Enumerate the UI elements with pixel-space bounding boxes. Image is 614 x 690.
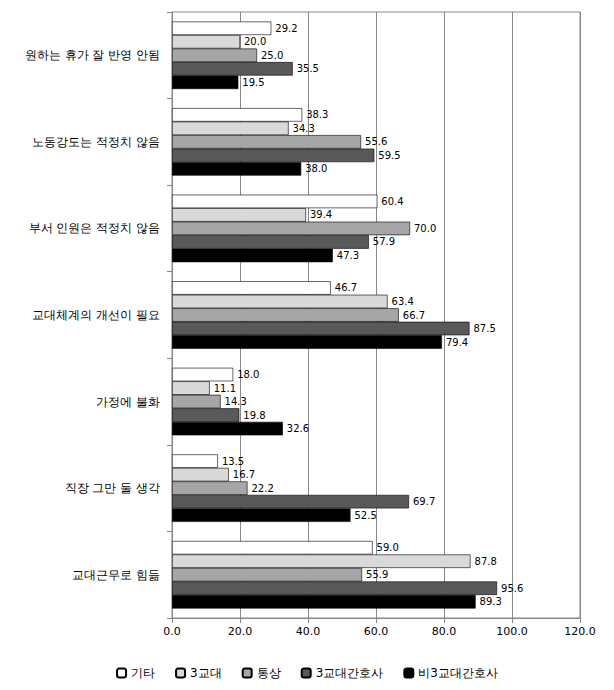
svg-text:부서 인원은 적정치 않음: 부서 인원은 적정치 않음 [29,221,160,235]
svg-text:59.5: 59.5 [378,150,400,161]
svg-text:노동강도는 적정치 않음: 노동강도는 적정치 않음 [32,135,160,149]
svg-text:39.4: 39.4 [310,209,332,220]
svg-text:95.6: 95.6 [501,583,523,594]
svg-text:100.0: 100.0 [496,625,528,638]
svg-text:18.0: 18.0 [237,369,259,380]
svg-text:직장 그만 둘 생각: 직장 그만 둘 생각 [65,481,160,495]
svg-text:25.0: 25.0 [261,50,283,61]
svg-text:87.8: 87.8 [475,556,497,567]
svg-text:35.5: 35.5 [297,63,319,74]
svg-text:22.2: 22.2 [251,483,273,494]
svg-text:19.8: 19.8 [243,410,265,421]
svg-text:40.0: 40.0 [296,625,321,638]
svg-text:55.9: 55.9 [366,569,388,580]
svg-text:20.0: 20.0 [228,625,253,638]
svg-text:89.3: 89.3 [480,596,502,607]
svg-text:3교대: 3교대 [190,666,222,680]
svg-text:80.0: 80.0 [432,625,457,638]
svg-text:0.0: 0.0 [163,625,181,638]
svg-text:38.0: 38.0 [305,163,327,174]
svg-text:원하는 휴가 잘 반영 안됨: 원하는 휴가 잘 반영 안됨 [25,48,160,62]
svg-text:87.5: 87.5 [474,323,496,334]
svg-text:11.1: 11.1 [214,383,236,394]
svg-text:47.3: 47.3 [337,250,359,261]
svg-text:교대체계의 개선이 필요: 교대체계의 개선이 필요 [32,308,160,322]
svg-text:14.3: 14.3 [225,396,247,407]
svg-text:79.4: 79.4 [446,337,468,348]
svg-text:교대근무로 힘듦: 교대근무로 힘듦 [72,568,160,582]
svg-text:가정에 불화: 가정에 불화 [96,395,160,409]
svg-text:19.5: 19.5 [242,77,264,88]
svg-text:60.0: 60.0 [364,625,389,638]
svg-text:70.0: 70.0 [414,223,436,234]
svg-text:통상: 통상 [257,666,281,680]
svg-text:34.3: 34.3 [293,123,315,134]
svg-text:13.5: 13.5 [222,456,244,467]
svg-text:55.6: 55.6 [365,136,387,147]
svg-text:60.4: 60.4 [381,196,403,207]
svg-text:52.5: 52.5 [355,510,377,521]
svg-text:38.3: 38.3 [306,109,328,120]
svg-text:57.9: 57.9 [373,236,395,247]
svg-text:3교대간호사: 3교대간호사 [316,666,384,680]
svg-text:32.6: 32.6 [287,423,309,434]
svg-text:59.0: 59.0 [377,542,399,553]
svg-text:기타: 기타 [131,666,155,680]
svg-text:비3교대간호사: 비3교대간호사 [418,666,498,680]
svg-text:120.0: 120.0 [564,625,596,638]
svg-text:20.0: 20.0 [244,36,266,47]
svg-text:16.7: 16.7 [233,469,255,480]
svg-text:69.7: 69.7 [413,496,435,507]
svg-text:63.4: 63.4 [392,296,414,307]
svg-text:66.7: 66.7 [403,310,425,321]
svg-text:46.7: 46.7 [335,282,357,293]
svg-text:29.2: 29.2 [275,23,297,34]
